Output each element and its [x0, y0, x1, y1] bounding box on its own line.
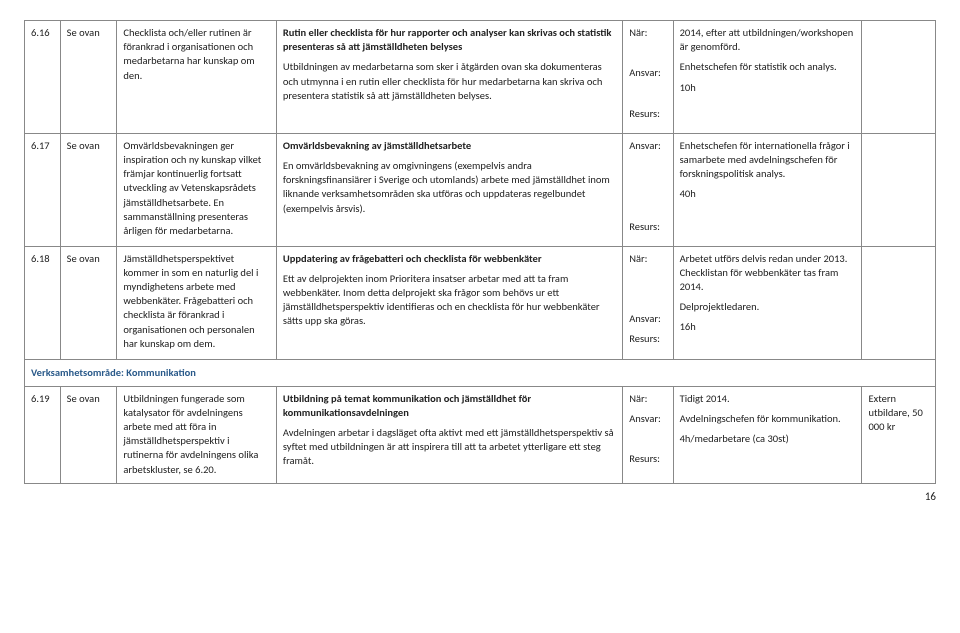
label-nar: När:: [629, 392, 666, 406]
row-cost: [862, 246, 936, 359]
value-nar: 2014, efter att utbildningen/workshopen …: [680, 26, 856, 54]
row-values-col: Enhetschefen för internationella frågor …: [673, 133, 862, 246]
action-title: Omvärldsbevakning av jämställdhetsarbete: [283, 139, 616, 153]
row-ref: Se ovan: [60, 21, 117, 134]
value-ansvar: Enhetschefen för statistik och analys.: [680, 60, 856, 74]
row-cost: [862, 133, 936, 246]
row-action: Omvärldsbevakning av jämställdhetsarbete…: [276, 133, 622, 246]
label-resurs: Resurs:: [629, 220, 666, 234]
table-row: 6.19 Se ovan Utbildningen fungerade som …: [25, 386, 936, 483]
row-cost: Extern utbildare, 50 000 kr: [862, 386, 936, 483]
row-id: 6.16: [25, 21, 61, 134]
value-resurs: 10h: [680, 81, 856, 95]
action-title: Rutin eller checklista för hur rapporter…: [283, 26, 616, 54]
section-header-row: Verksamhetsområde: Kommunikation: [25, 359, 936, 386]
row-values-col: 2014, efter att utbildningen/workshopen …: [673, 21, 862, 134]
action-body: En omvärldsbevakning av omgivningens (ex…: [283, 159, 616, 216]
label-ansvar: Ansvar:: [629, 312, 666, 326]
row-ref: Se ovan: [60, 133, 117, 246]
row-goal: Jämställdhetsperspektivet kommer in som …: [117, 246, 277, 359]
table-row: 6.16 Se ovan Checklista och/eller rutine…: [25, 21, 936, 134]
value-resurs: 16h: [680, 320, 856, 334]
row-goal: Omvärldsbevakningen ger inspiration och …: [117, 133, 277, 246]
row-id: 6.17: [25, 133, 61, 246]
action-title: Uppdatering av frågebatteri och checklis…: [283, 252, 616, 266]
row-label-col: Ansvar: Resurs:: [623, 133, 673, 246]
label-resurs: Resurs:: [629, 332, 666, 346]
row-ref: Se ovan: [60, 386, 117, 483]
value-nar: Arbetet utförs delvis redan under 2013. …: [680, 252, 856, 295]
row-id: 6.19: [25, 386, 61, 483]
row-label-col: När: Ansvar: Resurs:: [623, 246, 673, 359]
label-ansvar: Ansvar:: [629, 139, 666, 153]
label-nar: När:: [629, 252, 666, 266]
section-title: Verksamhetsområde: Kommunikation: [25, 359, 936, 386]
label-ansvar: Ansvar:: [629, 66, 666, 80]
value-ansvar: Delprojektledaren.: [680, 300, 856, 314]
row-action: Utbildning på temat kommunikation och jä…: [276, 386, 622, 483]
plan-table: 6.16 Se ovan Checklista och/eller rutine…: [24, 20, 936, 484]
row-id: 6.18: [25, 246, 61, 359]
row-ref: Se ovan: [60, 246, 117, 359]
row-values-col: Tidigt 2014. Avdelningschefen för kommun…: [673, 386, 862, 483]
row-label-col: När: Ansvar: Resurs:: [623, 386, 673, 483]
action-body: Avdelningen arbetar i dagsläget ofta akt…: [283, 426, 616, 469]
table-row: 6.18 Se ovan Jämställdhetsperspektivet k…: [25, 246, 936, 359]
value-ansvar: Enhetschefen för internationella frågor …: [680, 139, 856, 182]
label-resurs: Resurs:: [629, 452, 666, 466]
row-action: Rutin eller checklista för hur rapporter…: [276, 21, 622, 134]
row-label-col: När: Ansvar: Resurs:: [623, 21, 673, 134]
row-cost: [862, 21, 936, 134]
action-title: Utbildning på temat kommunikation och jä…: [283, 392, 616, 420]
row-action: Uppdatering av frågebatteri och checklis…: [276, 246, 622, 359]
value-resurs: 40h: [680, 187, 856, 201]
row-goal: Checklista och/eller rutinen är förankra…: [117, 21, 277, 134]
label-nar: När:: [629, 26, 666, 40]
page-number: 16: [24, 490, 936, 503]
label-ansvar: Ansvar:: [629, 412, 666, 426]
value-nar: Tidigt 2014.: [680, 392, 856, 406]
action-body: Ett av delprojekten inom Prioritera insa…: [283, 272, 616, 329]
row-goal: Utbildningen fungerade som katalysator f…: [117, 386, 277, 483]
value-resurs: 4h/medarbetare (ca 30st): [680, 432, 856, 446]
action-body: Utbildningen av medarbetarna som sker i …: [283, 60, 616, 103]
value-ansvar: Avdelningschefen för kommunikation.: [680, 412, 856, 426]
row-values-col: Arbetet utförs delvis redan under 2013. …: [673, 246, 862, 359]
label-resurs: Resurs:: [629, 107, 666, 121]
table-row: 6.17 Se ovan Omvärldsbevakningen ger ins…: [25, 133, 936, 246]
